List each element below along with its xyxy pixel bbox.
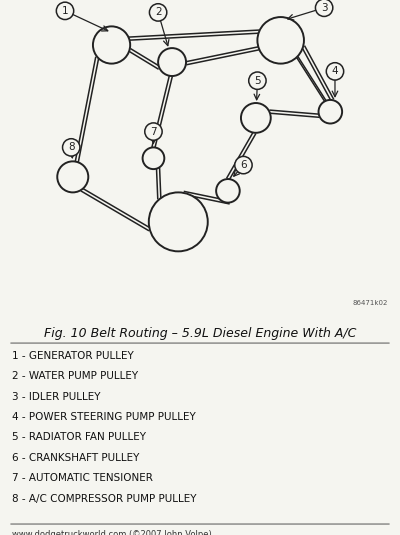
Circle shape bbox=[149, 193, 208, 251]
Text: 5 - RADIATOR FAN PULLEY: 5 - RADIATOR FAN PULLEY bbox=[12, 432, 146, 442]
Text: 8 - A/C COMPRESSOR PUMP PULLEY: 8 - A/C COMPRESSOR PUMP PULLEY bbox=[12, 494, 196, 503]
Text: 2: 2 bbox=[155, 7, 162, 18]
Text: 3 - IDLER PULLEY: 3 - IDLER PULLEY bbox=[12, 392, 100, 402]
Circle shape bbox=[235, 156, 252, 174]
Text: 6 - CRANKSHAFT PULLEY: 6 - CRANKSHAFT PULLEY bbox=[12, 453, 139, 463]
Text: 4: 4 bbox=[332, 66, 338, 77]
Circle shape bbox=[249, 72, 266, 89]
Text: 86471k02: 86471k02 bbox=[353, 300, 388, 305]
Circle shape bbox=[142, 147, 164, 169]
Circle shape bbox=[145, 123, 162, 140]
Text: 6: 6 bbox=[240, 160, 247, 170]
Circle shape bbox=[241, 103, 271, 133]
Circle shape bbox=[316, 0, 333, 17]
Text: 1 - GENERATOR PULLEY: 1 - GENERATOR PULLEY bbox=[12, 351, 134, 361]
Text: 7: 7 bbox=[150, 127, 157, 136]
Circle shape bbox=[150, 4, 167, 21]
Text: 7 - AUTOMATIC TENSIONER: 7 - AUTOMATIC TENSIONER bbox=[12, 473, 153, 483]
Circle shape bbox=[57, 162, 88, 193]
Circle shape bbox=[56, 2, 74, 20]
Circle shape bbox=[216, 179, 240, 203]
Text: 2 - WATER PUMP PULLEY: 2 - WATER PUMP PULLEY bbox=[12, 371, 138, 381]
Text: 5: 5 bbox=[254, 75, 261, 86]
Text: www.dodgetruckworld.com (©2007 John Volpe): www.dodgetruckworld.com (©2007 John Volp… bbox=[12, 530, 212, 535]
Circle shape bbox=[158, 48, 186, 76]
Text: 8: 8 bbox=[68, 142, 74, 152]
Circle shape bbox=[318, 100, 342, 124]
Circle shape bbox=[93, 26, 130, 64]
Text: 1: 1 bbox=[62, 6, 68, 16]
Circle shape bbox=[258, 17, 304, 64]
Text: 3: 3 bbox=[321, 3, 328, 13]
Text: 4 - POWER STEERING PUMP PULLEY: 4 - POWER STEERING PUMP PULLEY bbox=[12, 412, 196, 422]
Text: Fig. 10 Belt Routing – 5.9L Diesel Engine With A/C: Fig. 10 Belt Routing – 5.9L Diesel Engin… bbox=[44, 326, 356, 340]
Circle shape bbox=[62, 139, 80, 156]
Circle shape bbox=[326, 63, 344, 80]
